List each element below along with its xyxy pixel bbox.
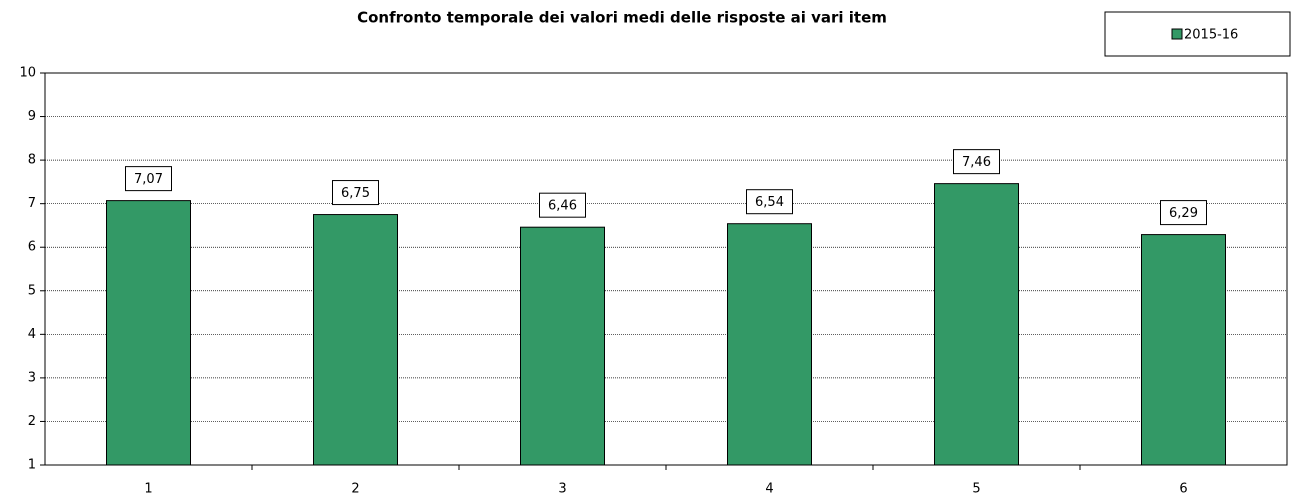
y-tick-label: 7: [28, 196, 36, 211]
y-tick-label: 10: [19, 66, 36, 81]
x-tick-label: 2: [351, 482, 359, 497]
bar: [727, 223, 812, 466]
y-tick-label: 3: [28, 370, 36, 385]
data-label: 6,54: [755, 195, 784, 210]
x-tick-label: 5: [972, 482, 980, 497]
x-tick-label: 6: [1179, 482, 1187, 497]
y-tick-label: 9: [28, 109, 36, 124]
y-tick-label: 1: [28, 458, 36, 473]
data-label: 6,46: [548, 199, 577, 214]
data-label: 7,07: [134, 172, 163, 187]
bar: [106, 200, 191, 466]
chart-title: Confronto temporale dei valori medi dell…: [357, 9, 887, 27]
data-label-box: [953, 149, 1000, 175]
legend-swatch: [1171, 28, 1183, 40]
legend-box: [1104, 11, 1291, 57]
y-tick-label: 5: [28, 283, 36, 298]
y-tick-label: 8: [28, 153, 36, 168]
x-tick-label: 4: [765, 482, 773, 497]
x-tick-label: 3: [558, 482, 566, 497]
data-label-box: [746, 189, 793, 215]
y-tick-label: 6: [28, 240, 36, 255]
data-label-box: [332, 180, 379, 206]
data-label: 7,46: [962, 155, 991, 170]
data-label: 6,75: [341, 186, 370, 201]
legend-label: 2015-16: [1184, 28, 1238, 43]
y-tick-label: 2: [28, 414, 36, 429]
x-tick-label: 1: [144, 482, 152, 497]
data-label-box: [1160, 200, 1207, 226]
bar: [934, 183, 1019, 466]
bar: [1141, 234, 1226, 466]
data-label: 6,29: [1169, 206, 1198, 221]
y-tick-label: 4: [28, 327, 36, 342]
bar: [313, 214, 398, 466]
plot-frame: [44, 72, 1288, 466]
data-label-box: [125, 166, 172, 192]
data-label-box: [539, 192, 586, 218]
bar: [520, 226, 605, 466]
